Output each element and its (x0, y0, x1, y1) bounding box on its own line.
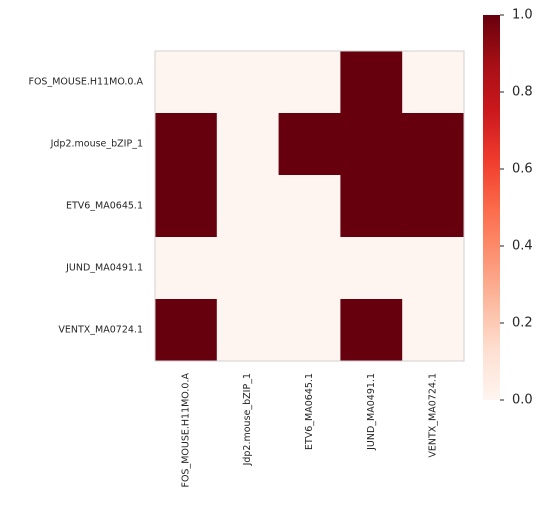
plot-frame (154, 50, 465, 362)
heatmap-cell (402, 113, 465, 176)
x-tick-label: FOS_MOUSE.H11MO.0.A (180, 373, 191, 488)
heatmap-cell (340, 51, 403, 114)
heatmap-cell (216, 113, 280, 176)
colorbar (483, 15, 500, 400)
heatmap-cell (402, 175, 465, 238)
heatmap-cell (155, 113, 218, 176)
heatmap-cell (278, 51, 341, 114)
x-tick-label: ETV6_MA0645.1 (304, 373, 315, 450)
heatmap-cell (216, 237, 280, 300)
y-tick-label: Jdp2.mouse_bZIP_1 (50, 139, 143, 150)
y-tick-label: FOS_MOUSE.H11MO.0.A (28, 77, 143, 88)
heatmap-cell (402, 51, 465, 114)
colorbar-tick-label: 0.0 (512, 393, 533, 408)
heatmap-cell (155, 299, 218, 362)
x-tick-label: Jdp2.mouse_bZIP_1 (242, 373, 253, 466)
colorbar-tick-label: 1.0 (512, 8, 533, 23)
heatmap-cell (155, 237, 218, 300)
x-tick-label: VENTX_MA0724.1 (428, 373, 439, 458)
colorbar-tick-label: 0.2 (512, 316, 533, 331)
heatmap-cell (216, 175, 280, 238)
heatmap-cell (155, 51, 218, 114)
heatmap-cell (278, 113, 341, 176)
x-tick-label: JUND_MA0491.1 (366, 373, 377, 451)
heatmap-cell (278, 175, 341, 238)
colorbar-tick-label: 0.8 (512, 85, 533, 100)
y-tick-label: ETV6_MA0645.1 (66, 201, 143, 212)
heatmap-cell (402, 237, 465, 300)
heatmap-cell (278, 299, 341, 362)
heatmap-cell (216, 299, 280, 362)
heatmap-cell (402, 299, 465, 362)
heatmap-cell (155, 175, 218, 238)
heatmap-cell (340, 113, 403, 176)
y-tick-label: JUND_MA0491.1 (65, 263, 143, 274)
heatmap-cell (340, 299, 403, 362)
y-tick-label: VENTX_MA0724.1 (58, 325, 143, 336)
heatmap-cell (340, 237, 403, 300)
heatmap-cell (278, 237, 341, 300)
heatmap-cell (216, 51, 280, 114)
colorbar-tick-label: 0.6 (512, 162, 533, 177)
heatmap-cell (340, 175, 403, 238)
colorbar-tick-label: 0.4 (512, 239, 533, 254)
